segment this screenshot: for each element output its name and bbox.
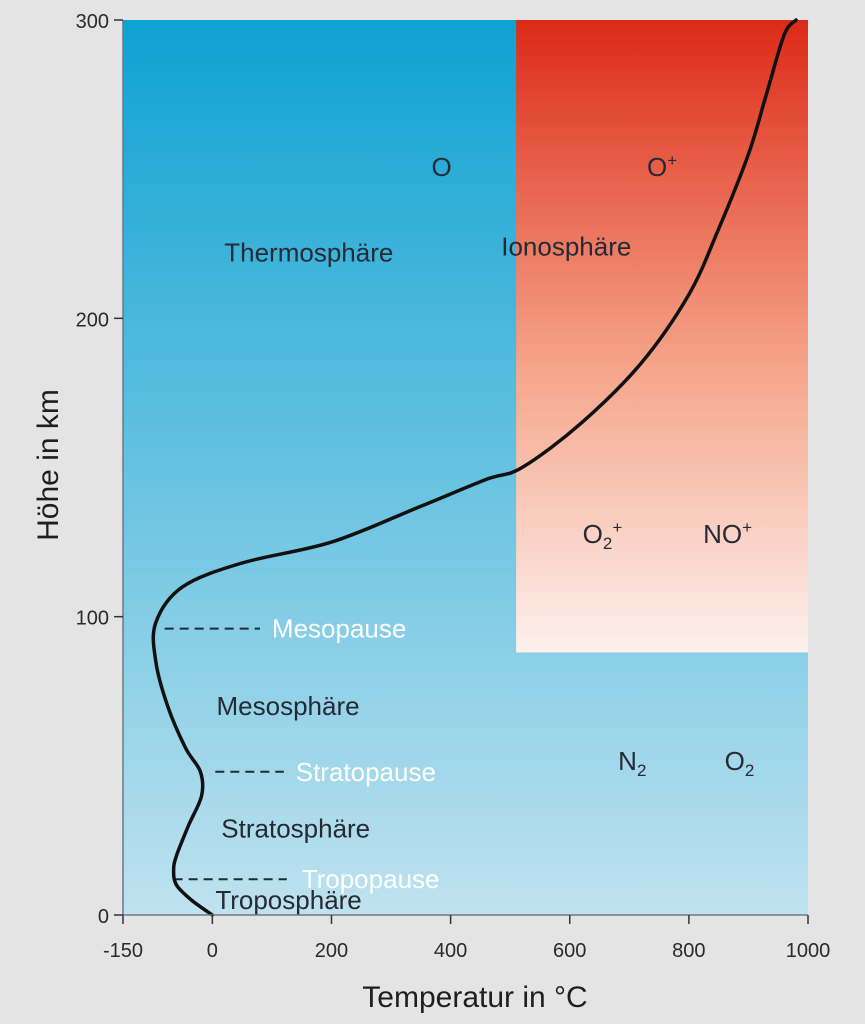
x-tick-label: 0 (207, 940, 218, 962)
axes: -150 0 200 400 600 800 1000 0 100 200 300 (76, 11, 831, 962)
x-tick-label: 800 (672, 940, 705, 962)
y-tick-label: 300 (76, 11, 109, 33)
temperature-curve (151, 18, 798, 917)
region-labels: Thermosphäre Ionosphäre Mesosphäre Stratosp… (215, 151, 754, 915)
stratopause-label: Stratopause (296, 757, 436, 787)
ionosphere-label: Ionosphäre (501, 232, 631, 262)
y-tick-label: 100 (76, 608, 109, 630)
x-tick-label: 400 (434, 940, 467, 962)
tropopause-label: Tropopause (302, 864, 440, 894)
x-tick-label: 600 (553, 940, 586, 962)
species-o-label: O (432, 152, 452, 182)
x-tick-label: 200 (315, 940, 348, 962)
x-tick-label: 1000 (786, 940, 831, 962)
y-tick-label: 0 (98, 906, 109, 928)
x-axis-title: Temperatur in °C (362, 981, 587, 1014)
species-no-plus-label: NO+ (703, 518, 752, 549)
mesosphere-label: Mesosphäre (217, 691, 360, 721)
species-o2-label: O2 (725, 746, 755, 780)
species-n2-label: N2 (618, 746, 646, 780)
species-o-plus-label: O+ (647, 151, 677, 182)
boundary-lines: Mesopause Stratopause Tropopause (164, 614, 440, 894)
species-o2-plus-label: O2+ (583, 518, 623, 553)
y-axis-title: Höhe in km (32, 389, 65, 541)
y-tick-label: 200 (76, 309, 109, 331)
thermosphere-label: Thermosphäre (224, 238, 393, 268)
troposphere-label: Troposphäre (215, 885, 361, 915)
mesopause-label: Mesopause (272, 614, 406, 644)
stratosphere-label: Stratosphäre (221, 813, 370, 843)
x-tick-label: -150 (103, 940, 143, 962)
